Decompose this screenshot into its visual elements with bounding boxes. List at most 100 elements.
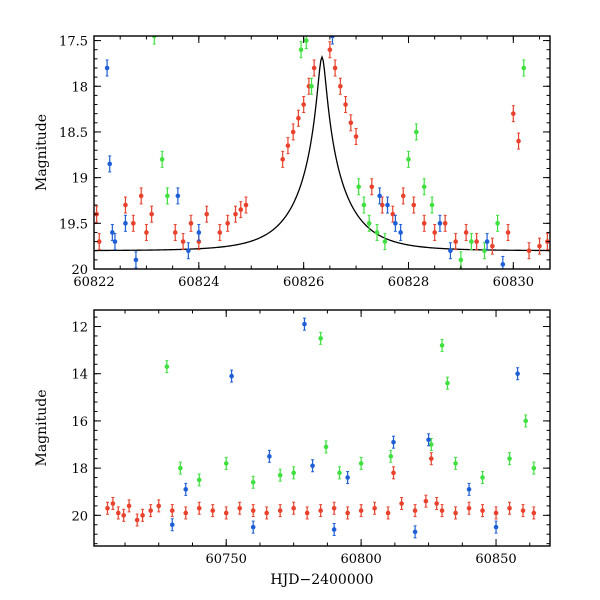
data-point — [358, 504, 364, 518]
data-point — [437, 214, 443, 232]
y-axis-title: Magnitude — [34, 114, 50, 191]
data-point — [204, 205, 209, 223]
data-point — [233, 205, 238, 223]
data-point — [277, 504, 283, 518]
data-point — [493, 506, 499, 520]
plot-area — [105, 317, 537, 539]
series-0 — [94, 41, 550, 260]
data-point — [385, 506, 391, 520]
data-point — [516, 132, 521, 150]
data-point — [290, 123, 296, 141]
y-tick-label: 18 — [71, 462, 88, 477]
data-point — [393, 214, 398, 232]
data-point — [374, 223, 380, 241]
data-point — [353, 128, 359, 146]
data-point — [311, 59, 317, 77]
data-point — [318, 331, 323, 345]
data-point — [480, 471, 485, 485]
data-point — [267, 449, 272, 463]
y-tick-label: 14 — [71, 368, 88, 383]
data-point — [448, 242, 453, 260]
data-point — [412, 504, 418, 518]
data-point — [411, 196, 417, 214]
data-point — [531, 506, 537, 520]
data-point — [505, 223, 511, 241]
data-point — [398, 223, 403, 241]
x-tick-label: 60800 — [340, 552, 381, 567]
data-point — [432, 223, 437, 241]
data-point — [421, 214, 427, 232]
data-point — [149, 205, 154, 223]
data-point — [458, 251, 464, 269]
data-point — [391, 435, 396, 449]
data-point — [466, 501, 472, 515]
data-point — [537, 237, 542, 255]
data-point — [523, 414, 529, 428]
data-point — [302, 317, 307, 331]
data-point — [301, 96, 306, 114]
data-point — [291, 466, 296, 480]
data-point — [309, 77, 314, 95]
data-point — [426, 433, 431, 447]
data-point — [126, 499, 132, 513]
data-point — [237, 501, 243, 515]
series-0 — [105, 452, 537, 527]
data-point — [110, 497, 116, 511]
data-point — [348, 114, 354, 132]
data-point — [210, 504, 216, 518]
data-point — [331, 522, 337, 536]
data-point — [277, 468, 283, 482]
data-point — [186, 242, 191, 260]
data-point — [318, 504, 323, 518]
data-point — [178, 461, 183, 475]
plot-frame — [93, 309, 551, 547]
data-point — [490, 237, 495, 255]
data-point — [285, 137, 291, 155]
y-tick-label: 19.5 — [59, 217, 88, 232]
data-point — [243, 196, 249, 214]
data-point — [238, 201, 244, 219]
data-point — [366, 214, 372, 232]
data-point — [291, 501, 296, 515]
x-axis-title: HJD−2400000 — [270, 572, 373, 588]
data-point — [391, 466, 396, 480]
series-1 — [164, 331, 537, 489]
series-1 — [151, 36, 527, 269]
data-point — [526, 242, 532, 260]
data-point — [343, 96, 348, 114]
data-point — [327, 41, 333, 59]
data-point — [445, 376, 450, 390]
data-point — [521, 59, 527, 77]
x-tick-label: 60750 — [206, 552, 247, 567]
data-point — [372, 501, 377, 515]
model-curve — [94, 55, 550, 252]
y-tick-label: 18.5 — [59, 126, 88, 141]
data-point — [520, 504, 526, 518]
data-point — [303, 36, 309, 50]
data-point — [104, 59, 110, 77]
data-point — [264, 506, 269, 520]
data-point — [356, 178, 361, 196]
data-point — [250, 520, 256, 534]
data-point — [196, 223, 202, 241]
plot-frame — [93, 35, 551, 270]
data-point — [493, 520, 499, 534]
data-point — [133, 251, 139, 269]
data-point — [507, 501, 512, 515]
data-point — [428, 452, 434, 466]
data-point — [400, 187, 406, 205]
data-point — [507, 452, 512, 466]
data-point — [225, 214, 230, 232]
data-point — [183, 506, 189, 520]
data-point — [482, 242, 487, 260]
x-tick-label: 60822 — [73, 275, 114, 290]
data-point — [500, 255, 506, 269]
data-point — [428, 438, 434, 452]
data-point — [439, 338, 445, 352]
data-point — [379, 196, 385, 214]
data-point — [310, 459, 315, 473]
data-point — [115, 506, 121, 520]
series-2 — [104, 36, 506, 269]
data-point — [123, 214, 128, 232]
